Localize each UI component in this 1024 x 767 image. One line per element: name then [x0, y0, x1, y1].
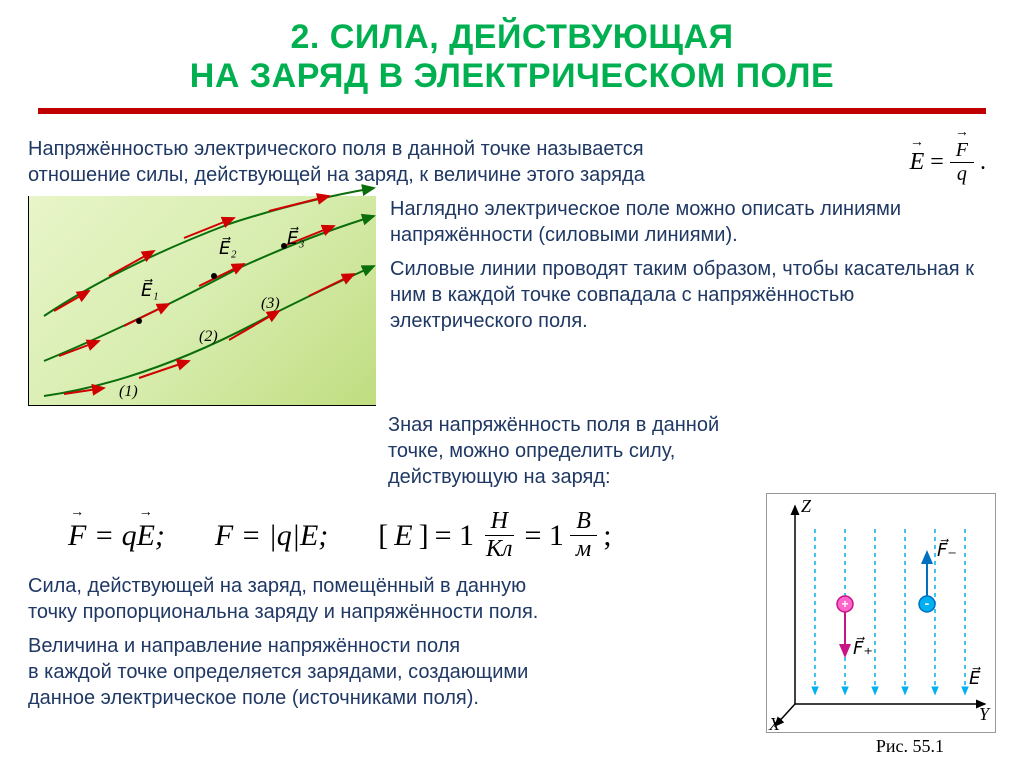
title-line1: 2. СИЛА, ДЕЙСТВУЮЩАЯ [28, 18, 996, 57]
formula-units-E: [E] = 1 НКл = 1 Вм ; [378, 508, 611, 563]
frac-num: F [950, 139, 974, 163]
title-line2: НА ЗАРЯД В ЭЛЕКТРИЧЕСКОМ ПОЛЕ [28, 57, 996, 96]
svg-text:E⃗₁: E⃗₁ [141, 279, 159, 300]
zy-axes-diagram: Z Y X + - F⃗₋ F⃗₊ E⃗ [766, 493, 996, 733]
mid-row: (1) (2) (3) E⃗₁ E⃗₂ E⃗₃ Наглядно электри… [28, 196, 996, 406]
divider-red [38, 108, 986, 114]
field-lines-diagram: (1) (2) (3) E⃗₁ E⃗₂ E⃗₃ [28, 196, 376, 406]
definition-row: Напряжённостью электрического поля в дан… [28, 136, 996, 188]
svg-text:(1): (1) [119, 383, 138, 400]
definition-text: Напряжённостью электрического поля в дан… [28, 136, 890, 188]
formula-tail: . [980, 149, 986, 176]
prop-line2: точку пропорциональна заряду и напряжённ… [28, 599, 748, 625]
page-title: 2. СИЛА, ДЕЙСТВУЮЩАЯ НА ЗАРЯД В ЭЛЕКТРИЧ… [28, 18, 996, 96]
fraction-Fq: F q [950, 139, 974, 186]
para-tangent: Силовые линии проводят таким образом, чт… [390, 256, 996, 334]
def-line2: отношение силы, действующей на заряд, к … [28, 162, 890, 188]
svg-text:F⃗₊: F⃗₊ [853, 637, 873, 658]
svg-text:E⃗: E⃗ [969, 667, 981, 688]
svg-text:+: + [841, 597, 848, 611]
svg-text:X: X [768, 714, 781, 734]
zy-caption: Рис. 55.1 [876, 736, 944, 757]
svg-text:F⃗₋: F⃗₋ [937, 539, 957, 560]
src-line1: Величина и направление напряжённости пол… [28, 633, 748, 659]
mid-text-block: Наглядно электрическое поле можно описат… [390, 196, 996, 406]
para-proportional: Сила, действующей на заряд, помещённый в… [28, 573, 748, 625]
formula-mag-F-qE: F = |q|E; [215, 519, 328, 553]
var-E: E [910, 149, 925, 176]
svg-text:(3): (3) [261, 295, 280, 312]
svg-text:-: - [925, 595, 930, 611]
svg-text:(2): (2) [199, 328, 218, 345]
para-source: Величина и направление напряжённости пол… [28, 633, 748, 711]
src-line2: в каждой точке определяется зарядами, со… [28, 659, 748, 685]
prop-line1: Сила, действующей на заряд, помещённый в… [28, 573, 748, 599]
formula-vec-F-qE: F = qE; [68, 519, 165, 553]
svg-text:E⃗₃: E⃗₃ [287, 227, 305, 248]
formula-E-definition: E = F q . [910, 139, 996, 186]
frac-den: q [951, 163, 973, 186]
para-know: Зная напряжённость поля в данной точке, … [388, 412, 996, 490]
src-line3: данное электрическое поле (источниками п… [28, 685, 748, 711]
def-line1: Напряжённостью электрического поля в дан… [28, 136, 890, 162]
svg-text:Z: Z [801, 496, 812, 516]
svg-text:Y: Y [979, 704, 991, 724]
equals: = [930, 149, 944, 176]
svg-text:E⃗₂: E⃗₂ [219, 237, 237, 258]
para-visual: Наглядно электрическое поле можно описат… [390, 196, 996, 248]
